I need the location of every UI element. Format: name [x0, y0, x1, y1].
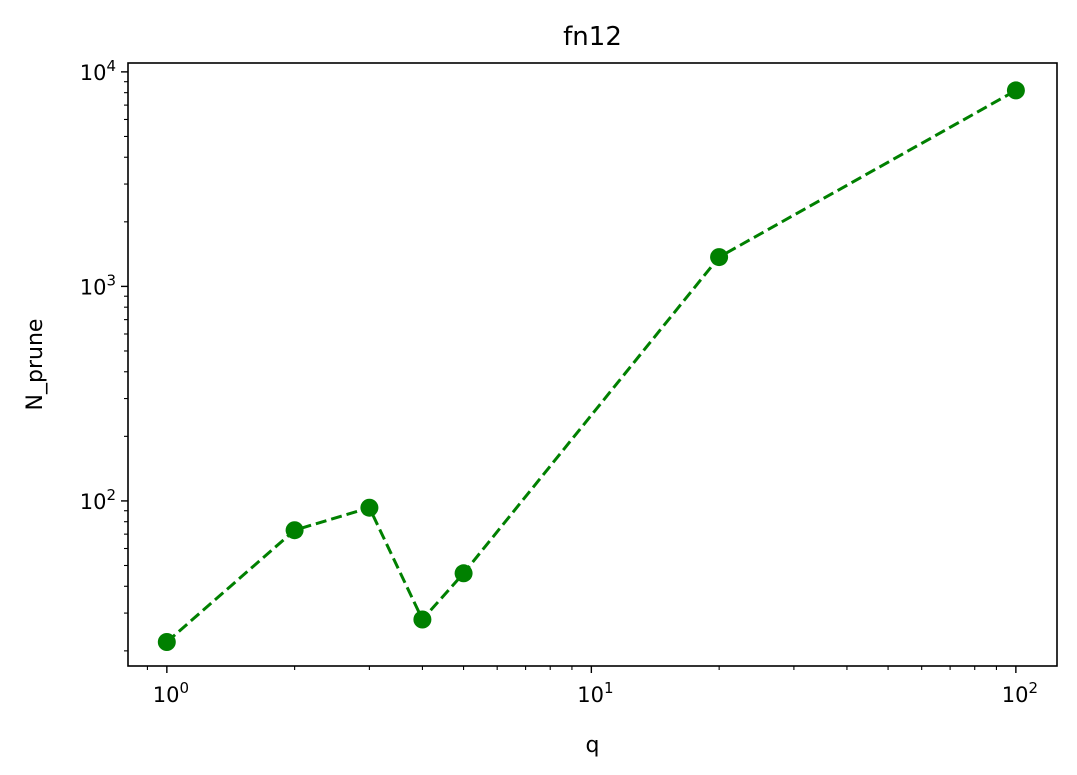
series-group	[157, 81, 1025, 651]
y-tick-label: 102	[80, 486, 116, 514]
data-point	[285, 521, 304, 540]
major-ticks	[121, 71, 1017, 673]
data-point	[710, 248, 729, 267]
x-tick-label: 102	[1002, 679, 1038, 707]
y-tick-label: 104	[80, 57, 116, 85]
x-tick-label: 101	[577, 679, 613, 707]
data-point	[1006, 81, 1025, 100]
y-tick-label: 103	[80, 271, 116, 299]
plot-frame	[127, 62, 1058, 667]
chart-title: fn12	[563, 22, 622, 52]
data-point	[157, 633, 176, 651]
data-point	[360, 498, 379, 517]
data-point	[454, 564, 473, 583]
x-axis-label: q	[586, 733, 600, 758]
x-tick-label: 100	[153, 679, 189, 707]
y-axis-label: N_prune	[23, 319, 48, 411]
x-tick-labels: 100 101 102	[153, 679, 1038, 707]
data-point	[413, 610, 432, 629]
y-tick-labels: 102 103 104	[80, 57, 116, 514]
